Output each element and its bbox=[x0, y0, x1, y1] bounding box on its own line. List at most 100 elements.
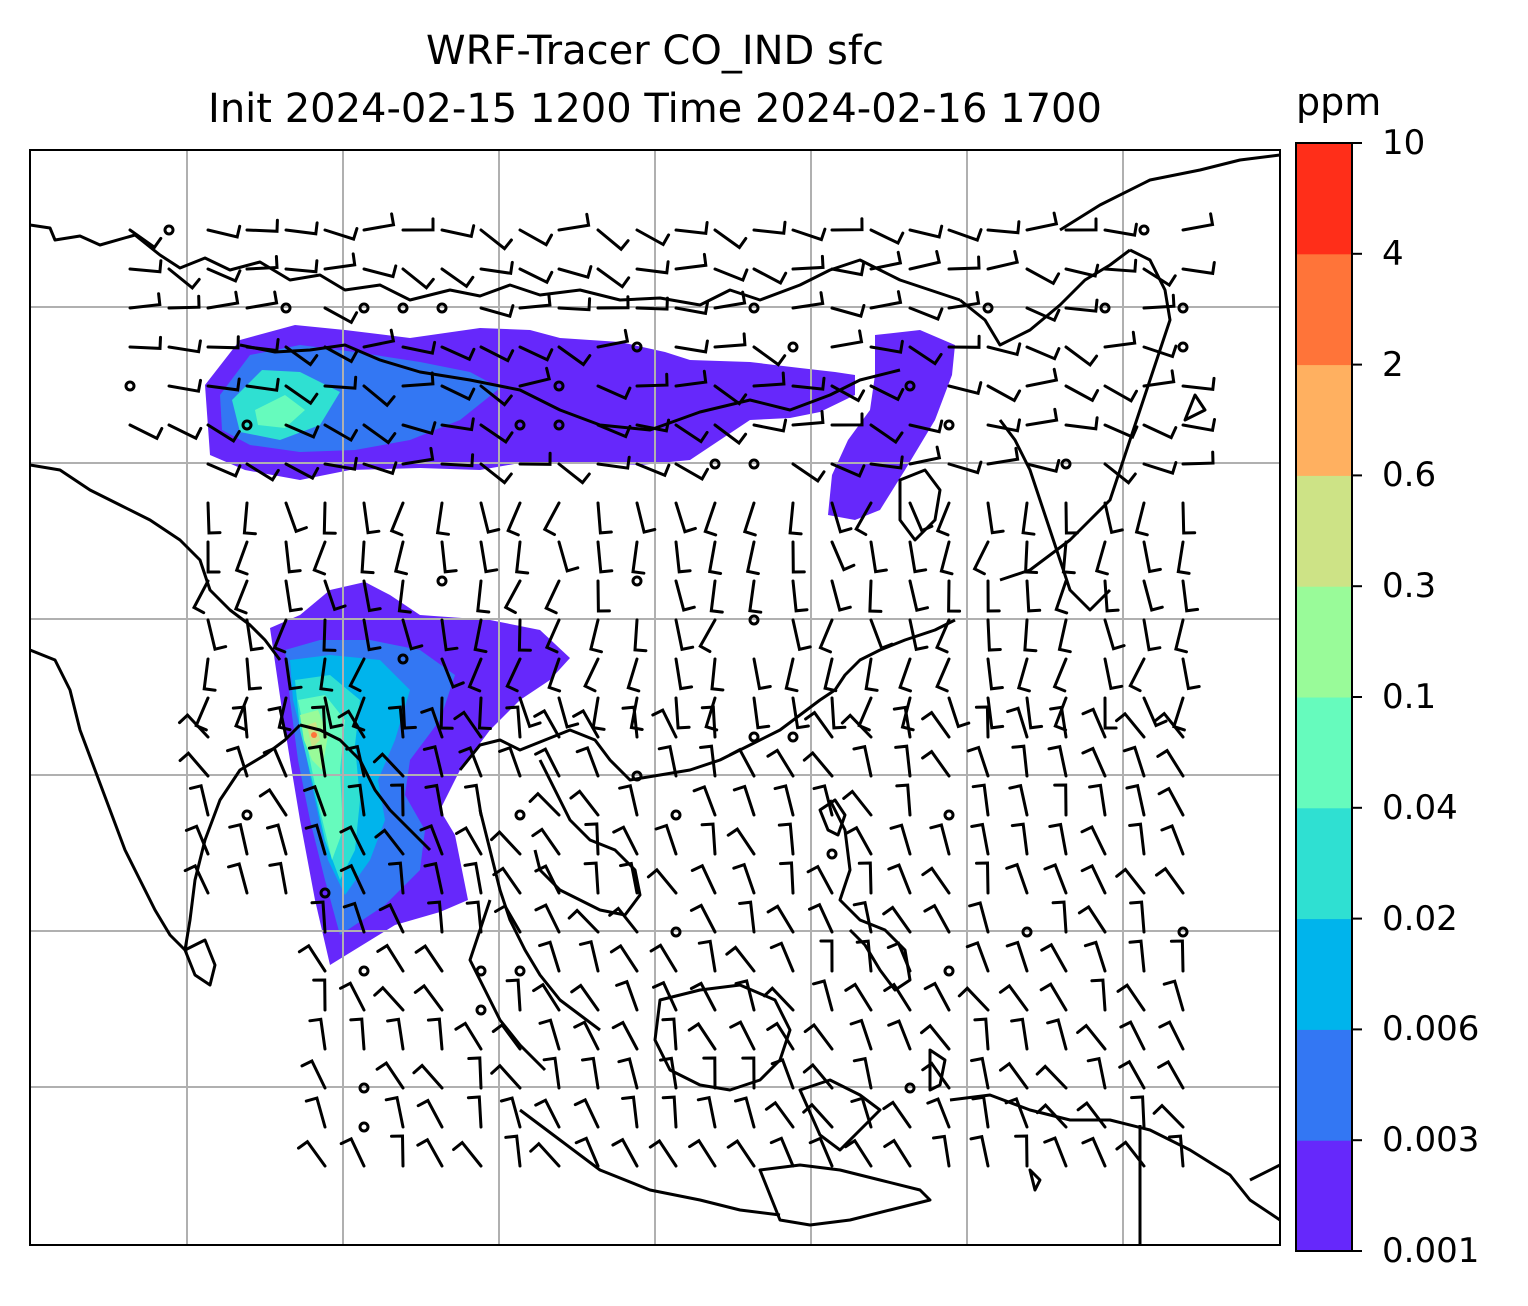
wind-barb bbox=[1172, 696, 1186, 732]
wind-barb bbox=[709, 579, 724, 614]
colorbar-segment bbox=[1296, 697, 1352, 809]
colorbar-segment bbox=[1296, 1140, 1352, 1252]
wind-barb bbox=[854, 501, 873, 536]
wind-barb bbox=[920, 1023, 951, 1051]
calm-wind-marker bbox=[631, 575, 643, 587]
wind-barb bbox=[388, 861, 405, 895]
wind-barb bbox=[1134, 501, 1149, 537]
wind-barb bbox=[779, 861, 795, 895]
wind-barb bbox=[1006, 706, 1029, 739]
wind-barb bbox=[372, 752, 405, 778]
wind-barb bbox=[1025, 367, 1059, 388]
wind-barb bbox=[635, 228, 671, 247]
wind-barb bbox=[649, 943, 678, 973]
wind-barb bbox=[741, 1056, 756, 1090]
wind-barb bbox=[323, 306, 359, 325]
wind-barb bbox=[986, 384, 1022, 403]
wind-barb bbox=[1080, 863, 1107, 895]
wind-barb bbox=[1076, 1023, 1107, 1051]
wind-barb bbox=[657, 744, 678, 778]
wind-barb bbox=[360, 540, 375, 575]
wind-barb bbox=[752, 267, 788, 286]
wind-barb bbox=[439, 696, 454, 730]
wind-barb bbox=[1130, 1095, 1146, 1129]
wind-barb bbox=[791, 462, 826, 483]
wind-barb bbox=[401, 371, 435, 388]
wind-barb bbox=[312, 978, 327, 1012]
wind-barb bbox=[621, 705, 639, 739]
wind-barb bbox=[322, 618, 337, 652]
calm-wind-marker bbox=[904, 1082, 916, 1094]
calm-wind-marker bbox=[280, 302, 292, 314]
wind-barb bbox=[284, 657, 303, 691]
wind-barb bbox=[284, 345, 319, 367]
wind-barb bbox=[1064, 217, 1098, 232]
wind-barb bbox=[452, 1140, 483, 1168]
wind-barb bbox=[1061, 540, 1076, 575]
wind-barb bbox=[1024, 540, 1039, 574]
wind-barb bbox=[738, 900, 756, 934]
wind-barb bbox=[791, 291, 825, 310]
wind-barb bbox=[440, 267, 475, 289]
wind-barb bbox=[373, 985, 405, 1012]
wind-barb bbox=[479, 423, 514, 444]
wind-barb bbox=[323, 227, 359, 241]
wind-barb bbox=[659, 1056, 678, 1090]
wind-barb bbox=[726, 1139, 756, 1168]
wind-barb bbox=[538, 1018, 561, 1051]
wind-barb bbox=[692, 784, 717, 817]
calm-wind-marker bbox=[124, 380, 136, 392]
wind-barb bbox=[830, 696, 847, 730]
wind-barb bbox=[766, 748, 795, 778]
wind-barb bbox=[390, 783, 405, 817]
wind-barb bbox=[1128, 657, 1146, 693]
wind-barb bbox=[791, 696, 810, 730]
wind-barb bbox=[803, 1022, 834, 1051]
wind-barb bbox=[1083, 940, 1107, 973]
wind-barb bbox=[654, 823, 678, 856]
wind-barb bbox=[1047, 744, 1068, 778]
wind-barb bbox=[700, 705, 717, 739]
wind-barb bbox=[1142, 344, 1178, 359]
wind-barb bbox=[466, 1095, 483, 1129]
wind-barb bbox=[591, 696, 606, 731]
wind-barb bbox=[1094, 540, 1109, 576]
wind-barb bbox=[308, 1017, 327, 1051]
wind-barb bbox=[973, 1017, 990, 1051]
wind-barb bbox=[424, 783, 444, 817]
wind-barb bbox=[440, 540, 458, 574]
wind-barb bbox=[850, 1096, 873, 1129]
wind-barb bbox=[689, 903, 717, 934]
wind-barb bbox=[1142, 423, 1178, 440]
wind-barb bbox=[697, 939, 717, 973]
wind-barb bbox=[479, 228, 513, 251]
wind-barb bbox=[206, 423, 241, 443]
wind-barb bbox=[1103, 618, 1126, 651]
wind-barb bbox=[864, 657, 879, 692]
wind-barb bbox=[1005, 940, 1029, 973]
wind-barb bbox=[1176, 540, 1191, 575]
calm-wind-marker bbox=[553, 419, 565, 431]
wind-barb bbox=[947, 255, 981, 271]
wind-barb bbox=[463, 861, 483, 895]
wind-barb bbox=[339, 1136, 366, 1168]
wind-barb bbox=[583, 861, 600, 895]
calm-wind-marker bbox=[163, 224, 175, 236]
wind-barb bbox=[529, 1141, 561, 1168]
calm-wind-marker bbox=[787, 341, 799, 353]
wind-barb bbox=[534, 903, 561, 934]
wind-barb bbox=[1103, 330, 1137, 349]
wind-barb bbox=[518, 292, 552, 310]
wind-barb bbox=[557, 696, 580, 729]
wind-barb bbox=[245, 462, 280, 482]
wind-barb bbox=[245, 290, 279, 310]
wind-barb bbox=[855, 939, 873, 973]
wind-barb bbox=[440, 345, 476, 362]
wind-barb bbox=[596, 328, 630, 349]
colorbar-tick-label: 0.1 bbox=[1382, 677, 1437, 717]
wind-barb bbox=[401, 217, 435, 232]
wind-barb bbox=[347, 783, 366, 817]
wind-barb bbox=[852, 900, 873, 934]
wind-barb bbox=[570, 983, 600, 1012]
wind-barb bbox=[479, 384, 513, 407]
